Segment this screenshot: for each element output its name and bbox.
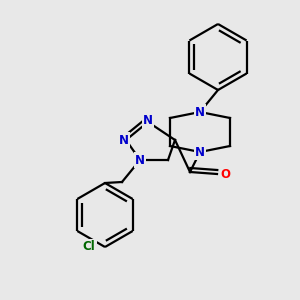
- Text: N: N: [135, 154, 145, 166]
- Text: Cl: Cl: [82, 241, 95, 254]
- Text: N: N: [195, 106, 205, 118]
- Text: N: N: [119, 134, 129, 146]
- Text: O: O: [220, 167, 230, 181]
- Text: N: N: [143, 115, 153, 128]
- Text: N: N: [195, 146, 205, 158]
